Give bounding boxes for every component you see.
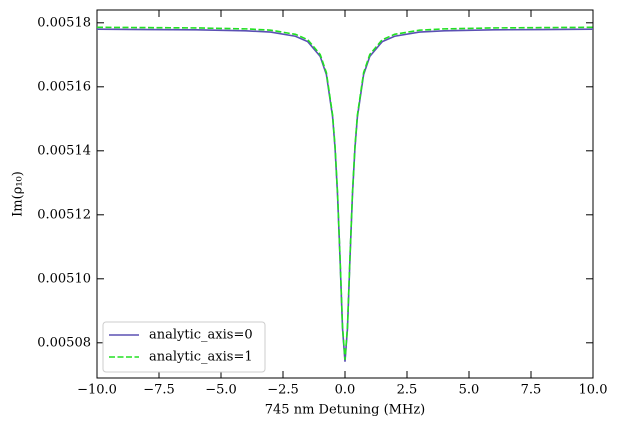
x-tick-label: 0.0 <box>335 383 356 398</box>
y-tick-label: 0.00514 <box>37 143 91 158</box>
x-tick-label: −10.0 <box>77 383 117 398</box>
y-tick-label: 0.00516 <box>37 79 91 94</box>
x-tick-label: −5.0 <box>205 383 237 398</box>
data-line <box>96 26 594 360</box>
y-tick-label: 0.00512 <box>37 207 91 222</box>
y-axis-label: Im(ρ₁₀) <box>11 171 26 217</box>
data-line <box>96 28 594 362</box>
x-tick-label: 10.0 <box>579 383 608 398</box>
legend-box <box>102 321 266 373</box>
legend-label: analytic_axis=0 <box>149 328 253 343</box>
x-tick-label: 2.5 <box>397 383 418 398</box>
y-tick-label: 0.00518 <box>37 15 91 30</box>
y-tick-label: 0.00510 <box>37 271 91 286</box>
x-tick-label: 5.0 <box>459 383 480 398</box>
x-tick-label: −7.5 <box>143 383 175 398</box>
x-tick-label: −2.5 <box>267 383 299 398</box>
legend-label: analytic_axis=1 <box>149 350 253 365</box>
x-tick-label: 7.5 <box>521 383 542 398</box>
y-tick-label: 0.00508 <box>37 335 91 350</box>
x-axis-label: 745 nm Detuning (MHz) <box>265 403 426 418</box>
